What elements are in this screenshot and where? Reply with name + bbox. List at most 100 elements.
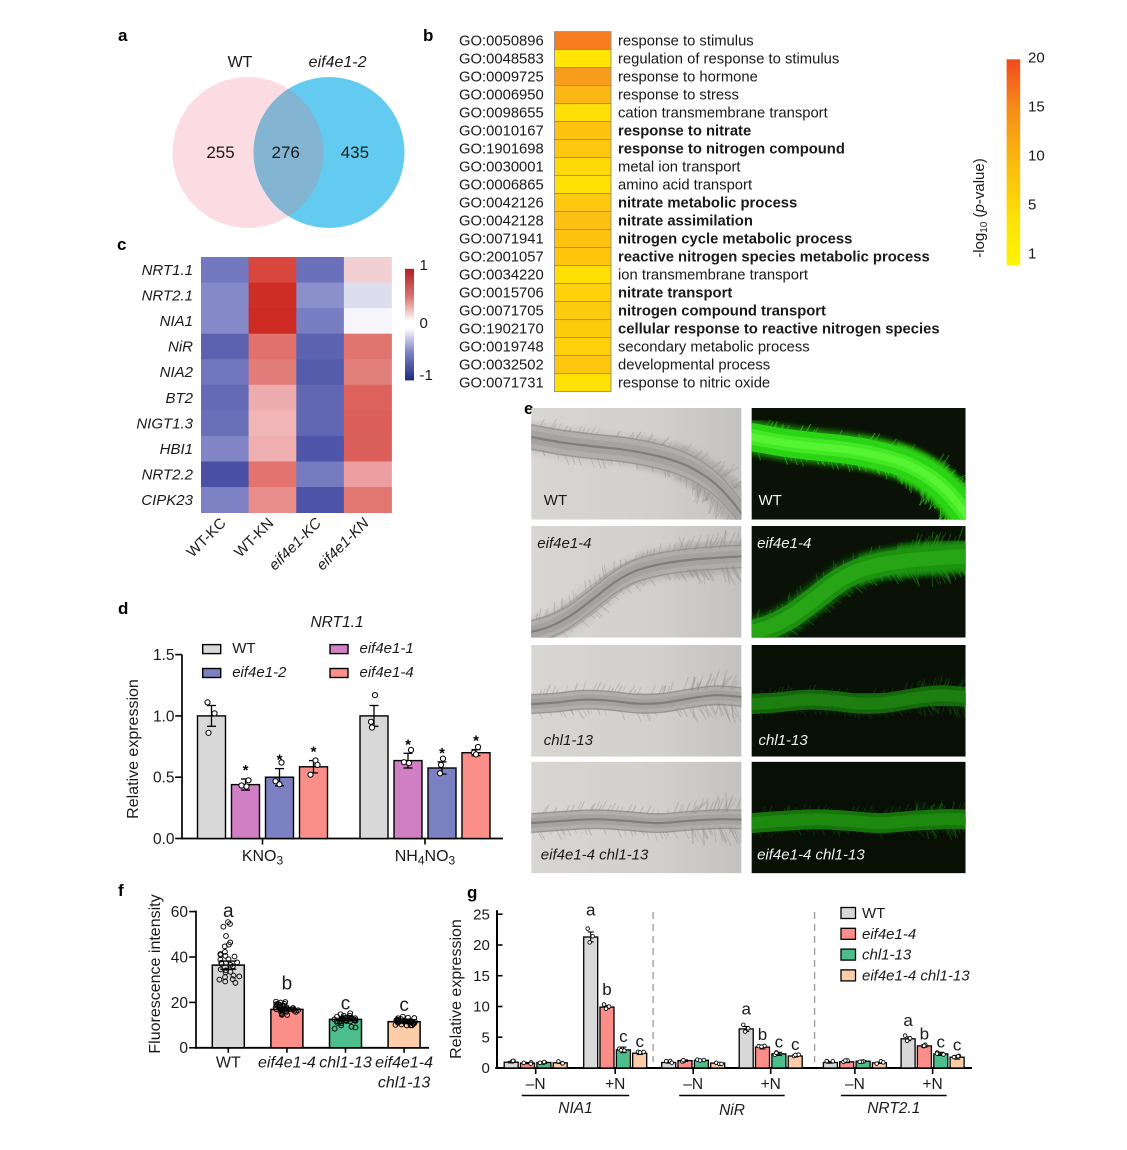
svg-text:WT: WT — [232, 640, 255, 657]
svg-text:5: 5 — [1028, 196, 1036, 213]
svg-text:response to nitrogen compound: response to nitrogen compound — [618, 141, 845, 157]
svg-text:response to stress: response to stress — [618, 87, 739, 103]
svg-text:GO:0071731: GO:0071731 — [459, 375, 544, 391]
svg-text:eif4e1-4 chl1-13: eif4e1-4 chl1-13 — [757, 847, 865, 864]
svg-text:255: 255 — [206, 143, 234, 162]
svg-text:chl1-13: chl1-13 — [319, 1055, 372, 1072]
svg-text:40: 40 — [171, 949, 189, 966]
svg-text:cellular response to reactive: cellular response to reactive nitrogen s… — [618, 321, 940, 337]
svg-text:ion transmembrane transport: ion transmembrane transport — [618, 267, 808, 283]
svg-text:–N: –N — [845, 1076, 865, 1093]
svg-text:NiR: NiR — [168, 339, 193, 356]
svg-text:nitrate assimilation: nitrate assimilation — [618, 213, 753, 229]
svg-text:–N: –N — [683, 1076, 703, 1093]
svg-text:eif4e1-4: eif4e1-4 — [375, 1055, 433, 1072]
svg-text:c: c — [399, 995, 409, 1016]
svg-text:HBI1: HBI1 — [160, 441, 193, 458]
svg-text:eif4e1-4 chl1-13: eif4e1-4 chl1-13 — [541, 847, 649, 864]
svg-text:–N: –N — [526, 1076, 546, 1093]
svg-text:NRT2.2: NRT2.2 — [142, 467, 194, 484]
svg-text:b: b — [282, 974, 293, 995]
svg-text:eif4e1-4: eif4e1-4 — [258, 1055, 316, 1072]
svg-text:GO:1902170: GO:1902170 — [459, 321, 544, 337]
svg-text:response to hormone: response to hormone — [618, 69, 758, 85]
svg-text:*: * — [277, 752, 283, 769]
svg-text:nitrogen cycle metabolic proce: nitrogen cycle metabolic process — [618, 231, 852, 247]
svg-text:a: a — [903, 1011, 913, 1030]
svg-text:nitrogen compound transport: nitrogen compound transport — [618, 303, 826, 319]
svg-text:GO:0034220: GO:0034220 — [459, 267, 544, 283]
svg-text:NH4NO3: NH4NO3 — [395, 848, 456, 868]
svg-text:GO:0006950: GO:0006950 — [459, 87, 544, 103]
svg-text:GO:0042128: GO:0042128 — [459, 213, 544, 229]
svg-text:response to nitric oxide: response to nitric oxide — [618, 375, 770, 391]
svg-text:+N: +N — [761, 1076, 781, 1093]
svg-text:10: 10 — [473, 999, 490, 1016]
svg-text:60: 60 — [171, 904, 189, 921]
svg-text:c: c — [341, 994, 351, 1015]
svg-text:15: 15 — [473, 968, 490, 985]
svg-text:NRT1.1: NRT1.1 — [310, 614, 363, 631]
svg-text:WT: WT — [862, 905, 885, 922]
svg-text:-log10 (p-value): -log10 (p-value) — [971, 158, 990, 258]
svg-text:reactive nitrogen species meta: reactive nitrogen species metabolic proc… — [618, 249, 930, 265]
svg-text:0: 0 — [481, 1060, 489, 1077]
svg-text:0: 0 — [179, 1040, 188, 1057]
svg-text:10: 10 — [1028, 147, 1045, 164]
svg-text:b: b — [423, 26, 433, 45]
svg-text:1.0: 1.0 — [153, 708, 175, 725]
svg-text:GO:1901698: GO:1901698 — [459, 141, 544, 157]
svg-text:nitrate metabolic process: nitrate metabolic process — [618, 195, 797, 211]
svg-text:chl1-13: chl1-13 — [862, 947, 912, 964]
svg-text:g: g — [467, 883, 477, 902]
svg-text:GO:0098655: GO:0098655 — [459, 105, 544, 121]
svg-text:GO:0048583: GO:0048583 — [459, 51, 544, 67]
svg-text:GO:2001057: GO:2001057 — [459, 249, 544, 265]
svg-text:response to nitrate: response to nitrate — [618, 123, 751, 139]
svg-text:chl1-13: chl1-13 — [378, 1075, 431, 1092]
svg-text:WT: WT — [228, 54, 253, 71]
svg-text:*: * — [439, 745, 445, 762]
svg-text:*: * — [311, 744, 317, 761]
svg-text:a: a — [741, 999, 751, 1018]
svg-text:nitrate transport: nitrate transport — [618, 285, 732, 301]
svg-text:1: 1 — [420, 257, 428, 274]
svg-text:a: a — [223, 901, 234, 922]
svg-text:b: b — [920, 1025, 929, 1044]
svg-text:eif4e1-4 chl1-13: eif4e1-4 chl1-13 — [862, 967, 970, 984]
svg-text:435: 435 — [341, 143, 369, 162]
svg-text:c: c — [953, 1035, 962, 1054]
svg-text:*: * — [243, 762, 249, 779]
svg-text:eif4e1-4: eif4e1-4 — [862, 926, 916, 943]
svg-text:*: * — [405, 736, 411, 753]
svg-text:f: f — [118, 881, 124, 900]
svg-text:Relative expression: Relative expression — [125, 679, 142, 819]
svg-text:c: c — [775, 1032, 784, 1051]
svg-text:0.5: 0.5 — [153, 770, 175, 787]
svg-text:-1: -1 — [420, 367, 433, 384]
svg-text:d: d — [118, 599, 128, 618]
svg-text:eif4e1-4: eif4e1-4 — [757, 535, 811, 552]
svg-text:NIGT1.3: NIGT1.3 — [136, 415, 193, 432]
svg-text:20: 20 — [171, 995, 189, 1012]
svg-text:GO:0006865: GO:0006865 — [459, 177, 544, 193]
svg-text:eif4e1-4: eif4e1-4 — [360, 664, 414, 681]
svg-text:eif4e1-2: eif4e1-2 — [232, 664, 287, 681]
svg-text:metal ion transport: metal ion transport — [618, 159, 741, 175]
svg-text:1: 1 — [1028, 245, 1036, 262]
svg-text:c: c — [619, 1027, 628, 1046]
svg-text:NRT2.1: NRT2.1 — [142, 288, 193, 305]
svg-text:276: 276 — [272, 143, 300, 162]
svg-text:GO:0050896: GO:0050896 — [459, 33, 544, 49]
svg-text:eif4e1-2: eif4e1-2 — [309, 54, 367, 71]
svg-text:*: * — [473, 733, 479, 750]
svg-text:BT2: BT2 — [165, 390, 193, 407]
svg-text:c: c — [791, 1035, 800, 1054]
svg-text:GO:0019748: GO:0019748 — [459, 339, 544, 355]
svg-text:GO:0009725: GO:0009725 — [459, 69, 544, 85]
svg-text:c: c — [117, 235, 126, 254]
svg-text:chl1-13: chl1-13 — [544, 732, 594, 749]
svg-text:0: 0 — [420, 315, 428, 332]
svg-text:GO:0015706: GO:0015706 — [459, 285, 544, 301]
svg-text:a: a — [118, 26, 128, 45]
